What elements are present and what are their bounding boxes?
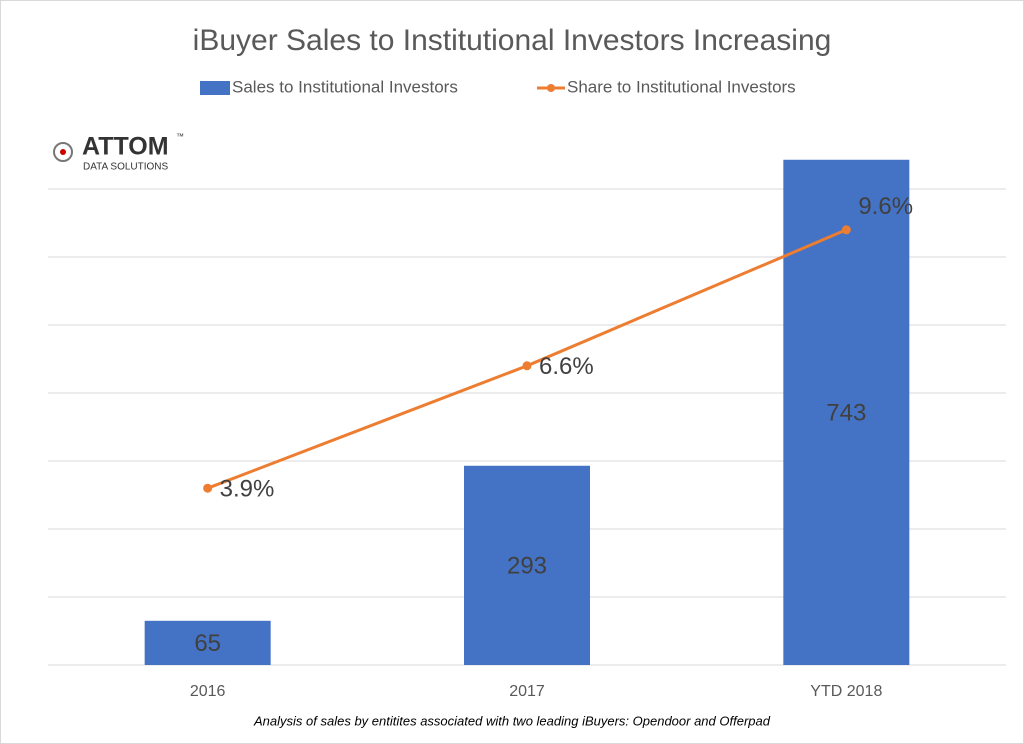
bar-value-label: 293 bbox=[507, 553, 547, 580]
logo-mark: ™ bbox=[176, 132, 184, 141]
x-tick-label: YTD 2018 bbox=[810, 683, 882, 700]
logo-name: ATTOM bbox=[82, 133, 169, 161]
legend-label: Sales to Institutional Investors bbox=[232, 77, 458, 96]
logo-subtitle: DATA SOLUTIONS bbox=[83, 162, 169, 173]
x-tick-label: 2016 bbox=[190, 683, 226, 700]
bar bbox=[144, 620, 271, 665]
line-value-label: 6.6% bbox=[539, 353, 594, 380]
line-point bbox=[203, 483, 213, 493]
legend-swatch bbox=[547, 84, 555, 92]
legend-label: Share to Institutional Investors bbox=[567, 77, 796, 96]
bar bbox=[464, 465, 590, 665]
logo: ATTOM ™ DATA SOLUTIONS bbox=[53, 132, 184, 173]
bar bbox=[783, 159, 910, 665]
chart-title: iBuyer Sales to Institutional Investors … bbox=[193, 24, 832, 57]
x-tick-label: 2017 bbox=[509, 683, 545, 700]
legend-swatch bbox=[200, 81, 230, 95]
line-point bbox=[522, 361, 532, 371]
bar-value-label: 65 bbox=[194, 630, 221, 657]
line-value-label: 9.6% bbox=[858, 193, 913, 220]
logo-icon bbox=[53, 142, 73, 162]
footnote: Analysis of sales by entitites associate… bbox=[253, 713, 771, 728]
line-value-label: 3.9% bbox=[220, 476, 275, 503]
logo-icon-core bbox=[60, 149, 66, 155]
line-point bbox=[841, 225, 851, 235]
bar-value-label: 743 bbox=[826, 400, 866, 427]
